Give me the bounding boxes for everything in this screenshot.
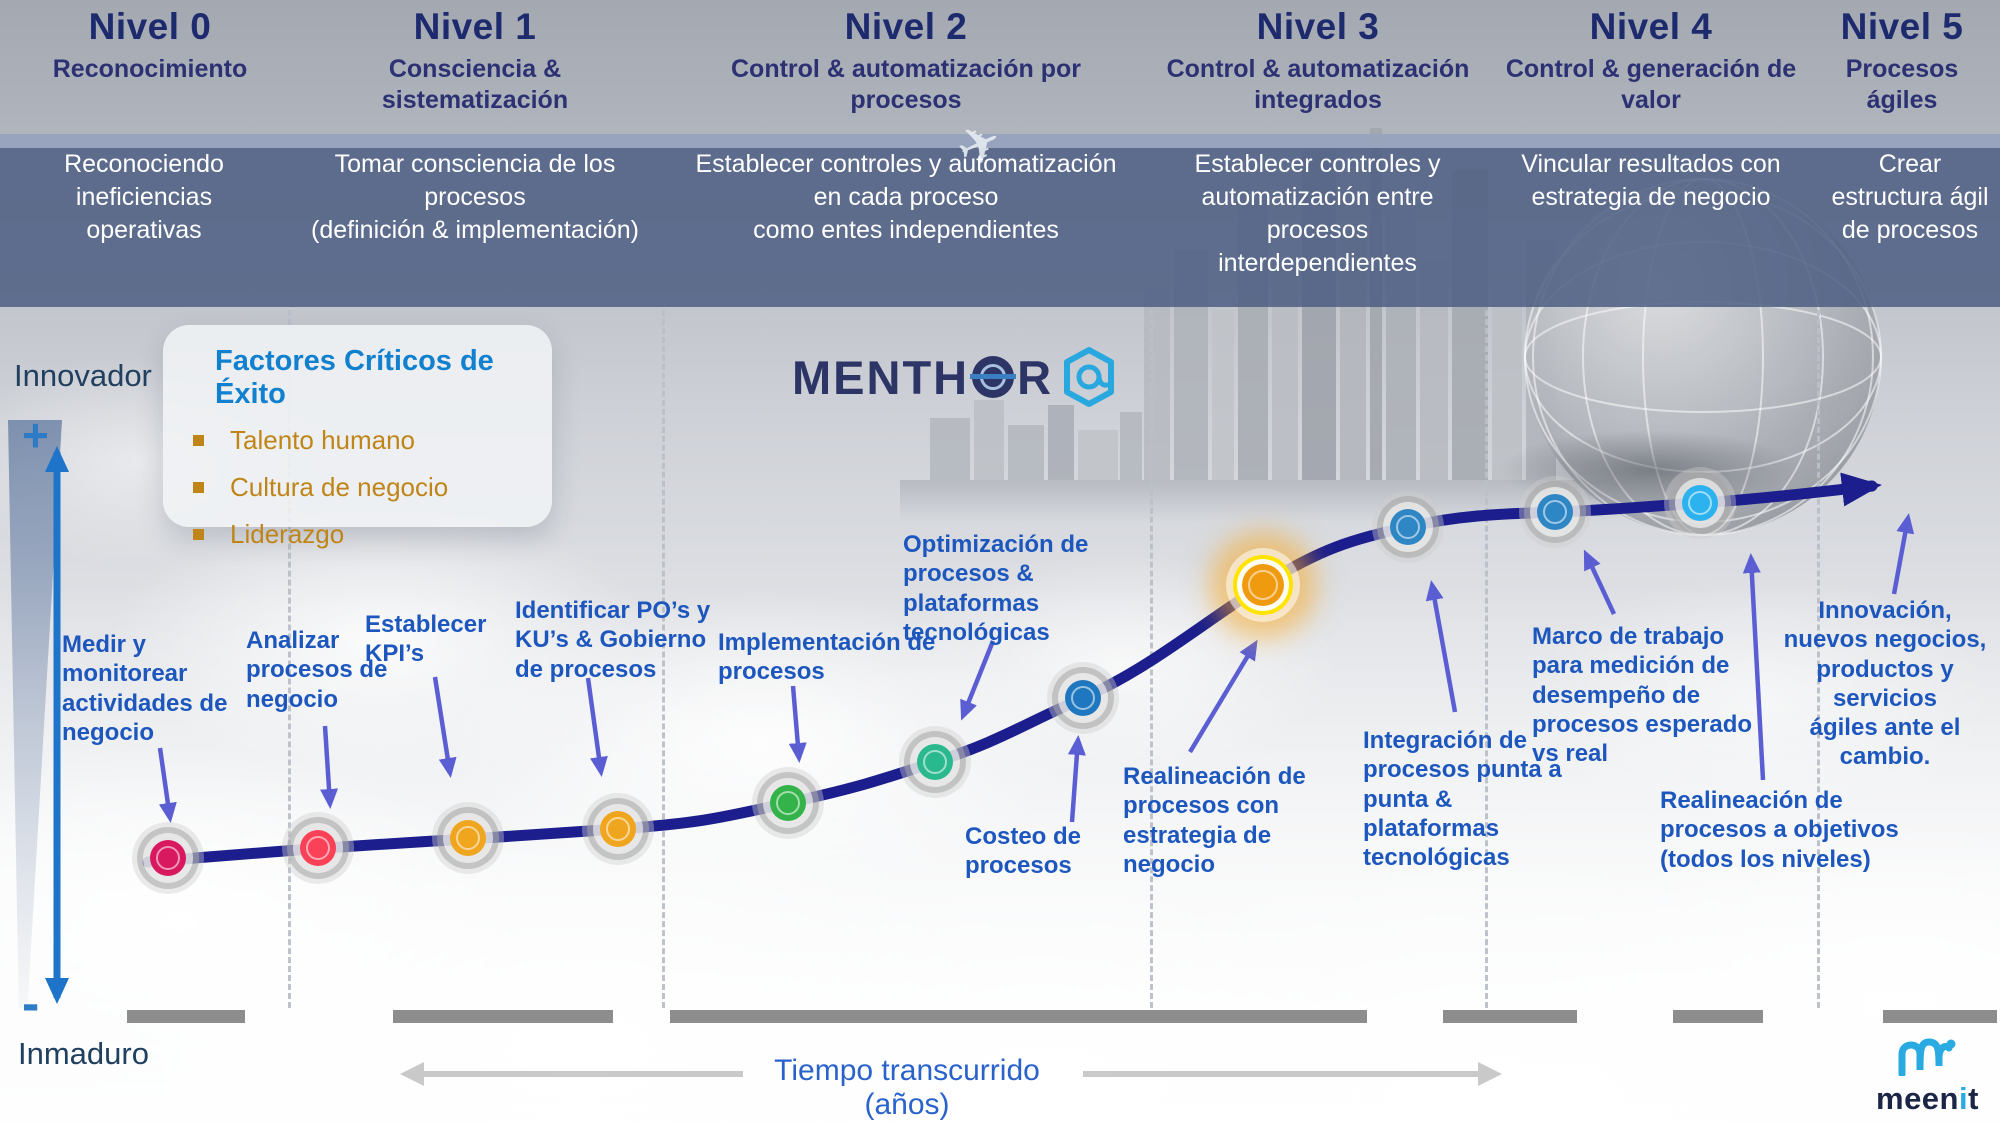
menthore-logo: MENTH R (792, 347, 1117, 407)
menthore-logo-text-right: R (1017, 350, 1054, 404)
milestone-dot-7 (1065, 680, 1101, 716)
menthore-o-icon (970, 356, 1017, 398)
menthore-at-icon (1064, 347, 1115, 407)
milestone-dot-8-highlighted (1242, 564, 1284, 606)
innovation-end-note: Innovación, nuevos negocios, productos y… (1783, 597, 1987, 771)
milestone-dot-10 (1537, 494, 1573, 530)
milestone-dot-9 (1390, 509, 1426, 545)
milestone-label: Medir y monitorear actividades de negoci… (62, 631, 228, 746)
meenit-text-prefix: meen (1876, 1081, 1959, 1116)
meenit-logo: meenit (1876, 1036, 1979, 1114)
milestone-dot-4 (600, 811, 636, 847)
milestone-label: Identificar PO’s y KU’s & Gobierno de pr… (515, 597, 711, 683)
meenit-text-accent: i (1958, 1081, 1969, 1116)
milestone-dot-2 (300, 830, 336, 866)
milestone-label: Establecer KPI’s (365, 611, 487, 668)
milestone-label: Optimización de procesos & plataformas t… (903, 531, 1089, 646)
meenit-squiggle-icon (1898, 1038, 1956, 1078)
milestone-label: Marco de trabajo para medición de desemp… (1532, 623, 1753, 768)
milestone-label: Realineación de procesos con estrategia … (1123, 763, 1306, 878)
milestone-dot-6 (917, 744, 953, 780)
milestone-label: Realineación de procesos a objetivos (to… (1660, 787, 1899, 873)
milestone-label: Costeo de procesos (965, 823, 1082, 880)
milestone-dot-11 (1682, 485, 1718, 521)
milestone-dot-5 (770, 785, 806, 821)
meenit-logo-text: meenit (1876, 1083, 1979, 1114)
milestone-dot-3 (450, 820, 486, 856)
milestone-dot-1 (150, 840, 186, 876)
meenit-text-suffix: t (1968, 1081, 1979, 1116)
menthore-logo-text-left: MENTH (792, 350, 970, 404)
